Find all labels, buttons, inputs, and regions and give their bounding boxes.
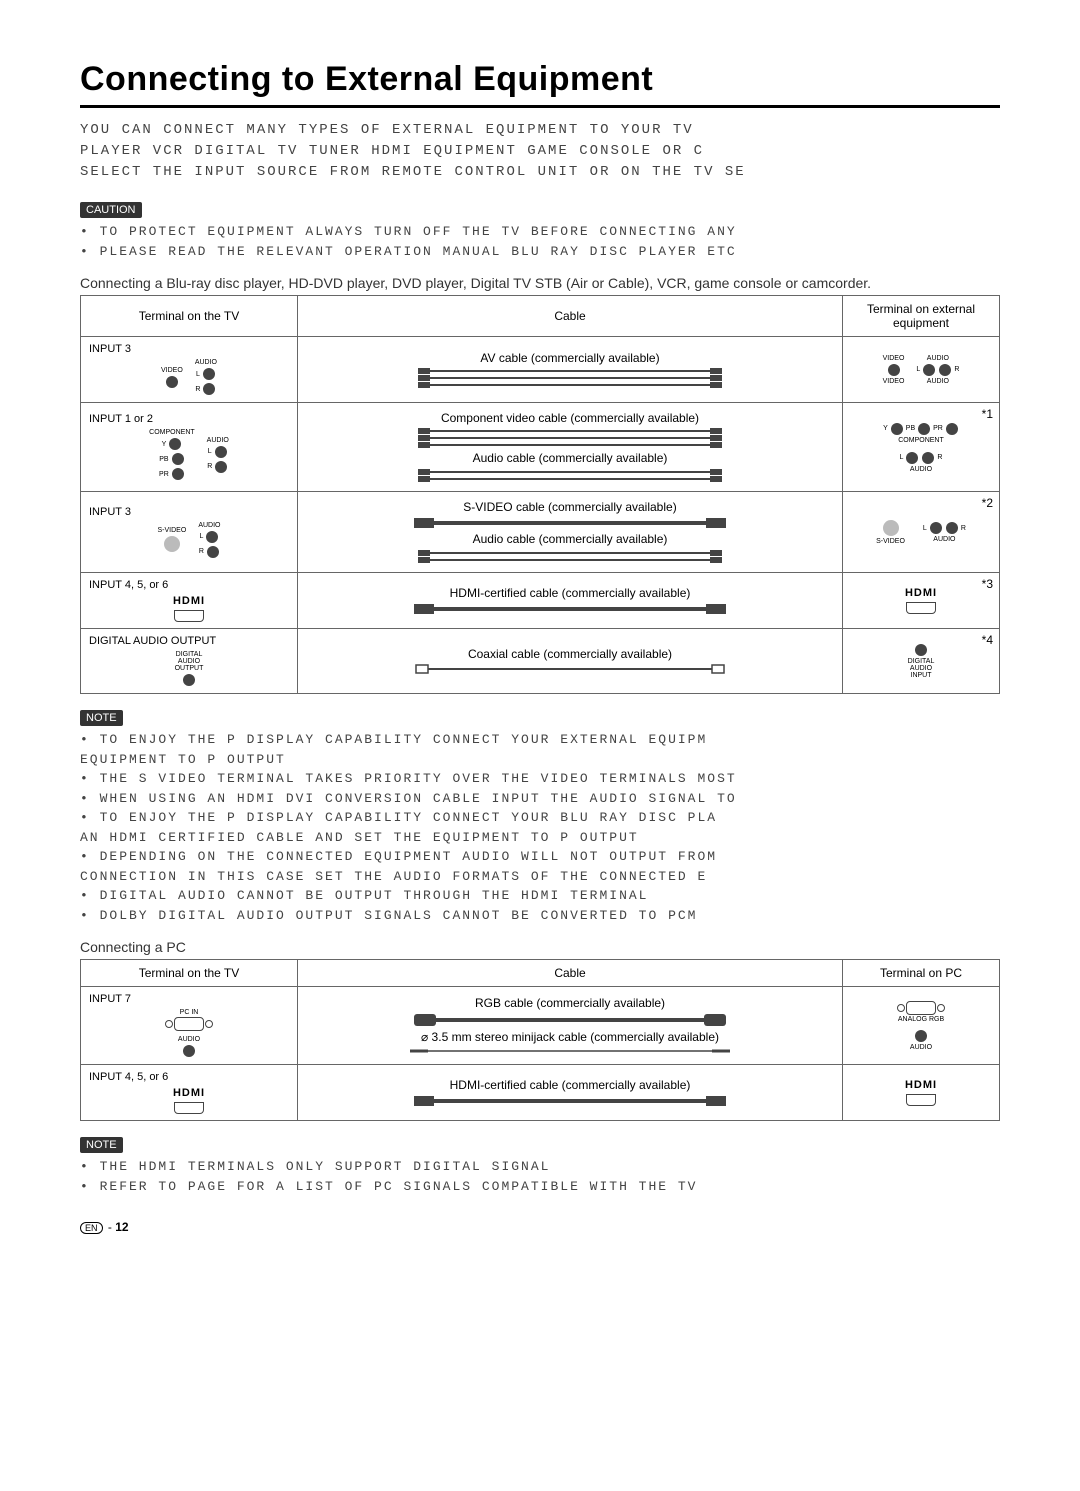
cable-icon <box>400 516 740 530</box>
notes2-text: • THE HDMI TERMINALS ONLY SUPPORT DIGITA… <box>80 1157 1000 1196</box>
table-row: INPUT 3 VIDEO AUDIO L R AV cable (commer… <box>81 337 1000 403</box>
cable-icon <box>400 1094 740 1108</box>
th-cable: Cable <box>298 296 843 337</box>
ext-cell: HDMI <box>843 1065 1000 1121</box>
input-label: INPUT 3 <box>89 506 289 518</box>
table-row: DIGITAL AUDIO OUTPUT DIGITAL AUDIO OUTPU… <box>81 629 1000 694</box>
footnote-mark: *1 <box>982 407 993 421</box>
cable-icon <box>400 427 740 449</box>
input-label: DIGITAL AUDIO OUTPUT <box>89 635 289 647</box>
cable-icon <box>400 663 740 675</box>
cable-cell: Coaxial cable (commercially available) <box>298 629 843 694</box>
th-tv: Terminal on the TV <box>81 296 298 337</box>
cable-cell: HDMI-certified cable (commercially avail… <box>298 1065 843 1121</box>
input-label: INPUT 3 <box>89 343 289 355</box>
cable-icon <box>400 602 740 616</box>
table-row: INPUT 4, 5, or 6 HDMI HDMI-certified cab… <box>81 1065 1000 1121</box>
footnote-mark: *3 <box>982 577 993 591</box>
ext-cell: VIDEOVIDEO AUDIO LR AUDIO <box>843 337 1000 403</box>
ext-cell: *3 HDMI <box>843 573 1000 629</box>
cable-icon <box>400 548 740 564</box>
section2-subhead: Connecting a PC <box>80 939 1000 955</box>
note-badge-1: NOTE <box>80 710 123 726</box>
page-number: 12 <box>115 1220 128 1234</box>
lang-mark: EN <box>80 1222 103 1234</box>
th-tv-2: Terminal on the TV <box>81 960 298 987</box>
ext-cell: *2 S-VIDEO LR AUDIO <box>843 492 1000 573</box>
intro-text: YOU CAN CONNECT MANY TYPES OF EXTERNAL E… <box>80 120 1000 183</box>
title-rule <box>80 105 1000 108</box>
cable-icon <box>400 1046 740 1056</box>
cable-icon <box>400 367 740 389</box>
table-row: INPUT 7 PC IN AUDIO RGB cable (commercia… <box>81 987 1000 1065</box>
table-row: INPUT 4, 5, or 6 HDMI HDMI-certified cab… <box>81 573 1000 629</box>
cable-cell: HDMI-certified cable (commercially avail… <box>298 573 843 629</box>
th-ext: Terminal on external equipment <box>843 296 1000 337</box>
table-row: INPUT 3 S-VIDEO AUDIO L R S-VIDEO cable … <box>81 492 1000 573</box>
th-pc: Terminal on PC <box>843 960 1000 987</box>
input-label: INPUT 7 <box>89 993 289 1005</box>
caution-badge: CAUTION <box>80 202 142 218</box>
footnote-mark: *4 <box>982 633 993 647</box>
cable-icon <box>400 1012 740 1028</box>
page-title: Connecting to External Equipment <box>80 60 1000 99</box>
input-label: INPUT 1 or 2 <box>89 413 289 425</box>
ext-cell: *4 DIGITAL AUDIO INPUT <box>843 629 1000 694</box>
connection-table-1: Terminal on the TV Cable Terminal on ext… <box>80 295 1000 694</box>
th-cable-2: Cable <box>298 960 843 987</box>
ext-cell: ANALOG RGB AUDIO <box>843 987 1000 1065</box>
notes1-text: • TO ENJOY THE P DISPLAY CAPABILITY CONN… <box>80 730 1000 925</box>
input-label: INPUT 4, 5, or 6 <box>89 1071 289 1083</box>
table-row: INPUT 1 or 2 COMPONENT Y PB PR AUDIO L R… <box>81 403 1000 492</box>
connection-table-2: Terminal on the TV Cable Terminal on PC … <box>80 959 1000 1121</box>
note-badge-2: NOTE <box>80 1137 123 1153</box>
page-footer: EN - 12 <box>80 1220 1000 1234</box>
footnote-mark: *2 <box>982 496 993 510</box>
cable-cell: AV cable (commercially available) <box>298 337 843 403</box>
input-label: INPUT 4, 5, or 6 <box>89 579 289 591</box>
cable-icon <box>400 467 740 483</box>
cable-cell: S-VIDEO cable (commercially available) A… <box>298 492 843 573</box>
caution-text: • TO PROTECT EQUIPMENT ALWAYS TURN OFF T… <box>80 222 1000 261</box>
cable-cell: RGB cable (commercially available) ⌀ 3.5… <box>298 987 843 1065</box>
section1-subhead: Connecting a Blu-ray disc player, HD-DVD… <box>80 275 1000 291</box>
ext-cell: *1 YPBPR COMPONENT LR AUDIO <box>843 403 1000 492</box>
cable-cell: Component video cable (commercially avai… <box>298 403 843 492</box>
